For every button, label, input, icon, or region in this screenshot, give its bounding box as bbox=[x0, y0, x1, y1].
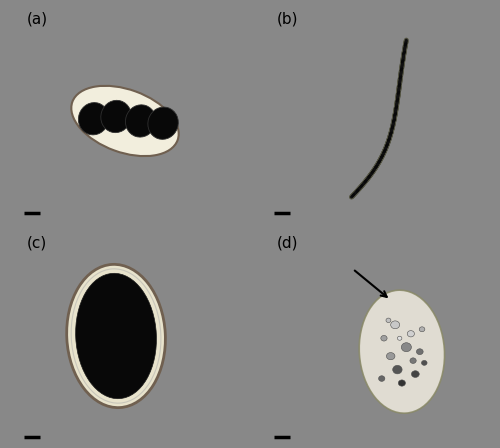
Ellipse shape bbox=[404, 42, 407, 47]
Ellipse shape bbox=[400, 67, 404, 72]
Ellipse shape bbox=[396, 98, 400, 102]
Ellipse shape bbox=[394, 112, 397, 116]
Ellipse shape bbox=[66, 264, 166, 408]
Ellipse shape bbox=[385, 143, 389, 147]
Ellipse shape bbox=[398, 336, 402, 340]
Ellipse shape bbox=[101, 100, 132, 133]
Ellipse shape bbox=[352, 193, 355, 197]
Ellipse shape bbox=[374, 165, 378, 169]
Ellipse shape bbox=[378, 376, 385, 381]
Text: (b): (b) bbox=[276, 11, 298, 26]
Ellipse shape bbox=[371, 170, 374, 174]
Ellipse shape bbox=[408, 331, 414, 337]
Ellipse shape bbox=[368, 175, 371, 179]
Ellipse shape bbox=[402, 343, 411, 352]
Ellipse shape bbox=[419, 327, 425, 332]
Ellipse shape bbox=[416, 349, 423, 355]
Ellipse shape bbox=[392, 119, 396, 123]
Ellipse shape bbox=[148, 107, 178, 139]
Ellipse shape bbox=[381, 336, 387, 341]
Ellipse shape bbox=[390, 321, 400, 329]
Ellipse shape bbox=[359, 290, 444, 413]
Ellipse shape bbox=[386, 353, 395, 360]
Ellipse shape bbox=[412, 371, 419, 377]
Ellipse shape bbox=[382, 149, 386, 153]
Ellipse shape bbox=[389, 131, 392, 136]
Ellipse shape bbox=[126, 105, 156, 137]
Ellipse shape bbox=[398, 380, 406, 386]
Ellipse shape bbox=[356, 189, 360, 193]
Text: (c): (c) bbox=[26, 235, 46, 250]
Ellipse shape bbox=[76, 273, 156, 399]
Ellipse shape bbox=[387, 138, 391, 142]
Ellipse shape bbox=[398, 75, 402, 79]
Ellipse shape bbox=[394, 105, 398, 109]
Ellipse shape bbox=[364, 179, 368, 183]
Ellipse shape bbox=[398, 83, 402, 87]
Ellipse shape bbox=[401, 59, 404, 63]
Ellipse shape bbox=[410, 358, 416, 363]
Ellipse shape bbox=[402, 51, 406, 55]
Ellipse shape bbox=[390, 125, 394, 129]
Ellipse shape bbox=[396, 90, 400, 95]
Ellipse shape bbox=[378, 159, 381, 164]
Ellipse shape bbox=[380, 155, 384, 159]
Text: (a): (a) bbox=[26, 11, 48, 26]
Text: (d): (d) bbox=[276, 235, 298, 250]
Ellipse shape bbox=[72, 86, 178, 156]
Ellipse shape bbox=[422, 360, 427, 366]
Ellipse shape bbox=[78, 103, 109, 135]
Ellipse shape bbox=[392, 366, 402, 374]
Ellipse shape bbox=[386, 318, 391, 323]
Ellipse shape bbox=[360, 184, 364, 188]
